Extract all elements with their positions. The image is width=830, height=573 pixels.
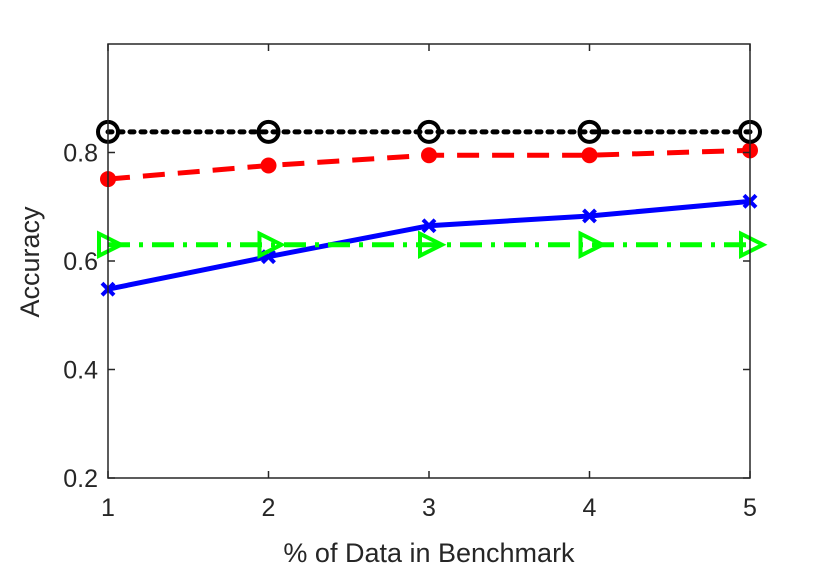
data-point bbox=[577, 119, 602, 144]
x-tick-label: 4 bbox=[583, 494, 597, 522]
series-4 bbox=[97, 230, 768, 259]
y-axis-label: Accuracy bbox=[15, 206, 45, 318]
data-point bbox=[260, 157, 277, 174]
tick-layer: 1 2 3 4 5 0.2 0.4 0.6 0.8 bbox=[63, 44, 757, 522]
data-point bbox=[257, 230, 286, 259]
y-tick-label: 0.4 bbox=[63, 357, 98, 385]
series-2 bbox=[100, 142, 758, 188]
data-point bbox=[578, 230, 607, 259]
data-point bbox=[739, 230, 768, 259]
plot-background bbox=[108, 44, 750, 478]
y-tick-label: 0.2 bbox=[63, 465, 98, 493]
x-tick-label: 1 bbox=[101, 494, 115, 522]
data-point bbox=[421, 147, 437, 164]
data-point bbox=[421, 218, 437, 234]
data-point bbox=[582, 208, 597, 224]
y-tick-label: 0.8 bbox=[63, 140, 98, 168]
x-tick-label: 2 bbox=[262, 494, 276, 522]
series-1 bbox=[100, 193, 758, 297]
data-point bbox=[97, 230, 126, 259]
series-layer bbox=[96, 119, 768, 297]
data-point bbox=[256, 119, 281, 144]
data-point bbox=[417, 119, 441, 144]
x-axis-label: % of Data in Benchmark bbox=[283, 538, 575, 568]
data-point bbox=[581, 147, 598, 164]
data-point bbox=[418, 230, 447, 259]
y-tick-label: 0.6 bbox=[63, 248, 98, 276]
x-tick-label: 3 bbox=[422, 494, 436, 522]
x-tick-label: 5 bbox=[743, 494, 757, 522]
